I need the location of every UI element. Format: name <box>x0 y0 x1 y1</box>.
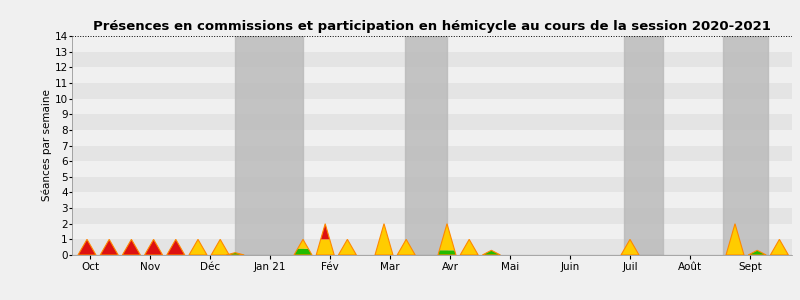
Bar <box>72 52 792 67</box>
Y-axis label: Séances par semaine: Séances par semaine <box>42 90 52 201</box>
Bar <box>72 161 792 177</box>
Bar <box>72 146 792 161</box>
Polygon shape <box>226 253 244 255</box>
Polygon shape <box>78 239 96 255</box>
Polygon shape <box>482 250 501 255</box>
Bar <box>72 208 792 224</box>
Polygon shape <box>100 239 118 255</box>
Bar <box>72 130 792 146</box>
Bar <box>72 192 792 208</box>
Polygon shape <box>726 224 744 255</box>
Bar <box>72 114 792 130</box>
Polygon shape <box>298 239 308 249</box>
Bar <box>72 177 792 192</box>
Polygon shape <box>167 239 185 255</box>
Polygon shape <box>321 224 330 239</box>
Polygon shape <box>439 224 454 250</box>
Polygon shape <box>316 239 334 255</box>
Polygon shape <box>211 239 230 255</box>
Polygon shape <box>375 224 393 255</box>
Polygon shape <box>122 239 140 255</box>
Bar <box>72 36 792 52</box>
Polygon shape <box>397 239 415 255</box>
Polygon shape <box>145 239 162 255</box>
Bar <box>235 36 303 255</box>
Bar <box>405 36 447 255</box>
Bar <box>72 239 792 255</box>
Bar <box>72 99 792 114</box>
Bar <box>723 36 768 255</box>
Polygon shape <box>460 239 478 255</box>
Bar <box>72 224 792 239</box>
Polygon shape <box>338 239 357 255</box>
Polygon shape <box>770 239 789 255</box>
Polygon shape <box>748 250 766 255</box>
Polygon shape <box>294 249 312 255</box>
Polygon shape <box>621 239 639 255</box>
Title: Présences en commissions et participation en hémicycle au cours de la session 20: Présences en commissions et participatio… <box>93 20 771 33</box>
Bar <box>72 67 792 83</box>
Polygon shape <box>189 239 207 255</box>
Polygon shape <box>438 250 456 255</box>
Bar <box>624 36 663 255</box>
Bar <box>72 83 792 99</box>
